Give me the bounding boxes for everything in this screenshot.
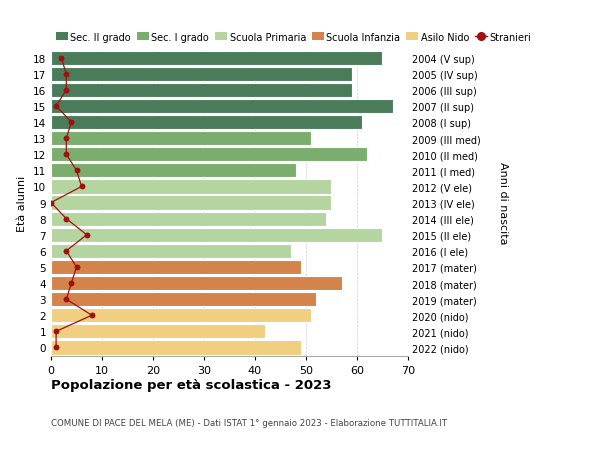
Point [67,280,76,287]
Point [52,344,61,352]
Bar [51,292,316,307]
Bar [51,51,383,66]
Bar [51,341,301,355]
Bar [51,212,326,226]
Point [56,55,66,62]
Point [72,167,82,174]
Bar [51,308,311,323]
Point [82,231,92,239]
Bar [51,84,352,98]
Bar [51,196,331,210]
Bar [51,325,265,339]
Bar [51,244,290,258]
Point [62,247,71,255]
Bar [51,180,331,194]
Point [62,87,71,94]
Point [62,71,71,78]
Point [52,103,61,110]
Text: COMUNE DI PACE DEL MELA (ME) - Dati ISTAT 1° gennaio 2023 - Elaborazione TUTTITA: COMUNE DI PACE DEL MELA (ME) - Dati ISTA… [51,418,447,427]
Point [62,215,71,223]
Point [62,135,71,142]
Point [46,199,56,207]
Point [77,183,86,191]
Point [72,263,82,271]
Point [67,119,76,126]
Bar [51,148,367,162]
Point [62,151,71,158]
Bar [51,67,352,82]
Y-axis label: Anni di nascita: Anni di nascita [497,162,508,244]
Point [87,312,97,319]
Bar [51,164,296,178]
Bar [51,116,362,130]
Bar [51,260,301,274]
Point [52,328,61,335]
Y-axis label: Età alunni: Età alunni [17,175,28,231]
Bar [51,276,341,291]
Bar [51,228,383,242]
Bar [51,132,311,146]
Text: Popolazione per età scolastica - 2023: Popolazione per età scolastica - 2023 [51,379,331,392]
Bar [51,100,392,114]
Legend: Sec. II grado, Sec. I grado, Scuola Primaria, Scuola Infanzia, Asilo Nido, Stran: Sec. II grado, Sec. I grado, Scuola Prim… [56,33,532,43]
Point [62,296,71,303]
